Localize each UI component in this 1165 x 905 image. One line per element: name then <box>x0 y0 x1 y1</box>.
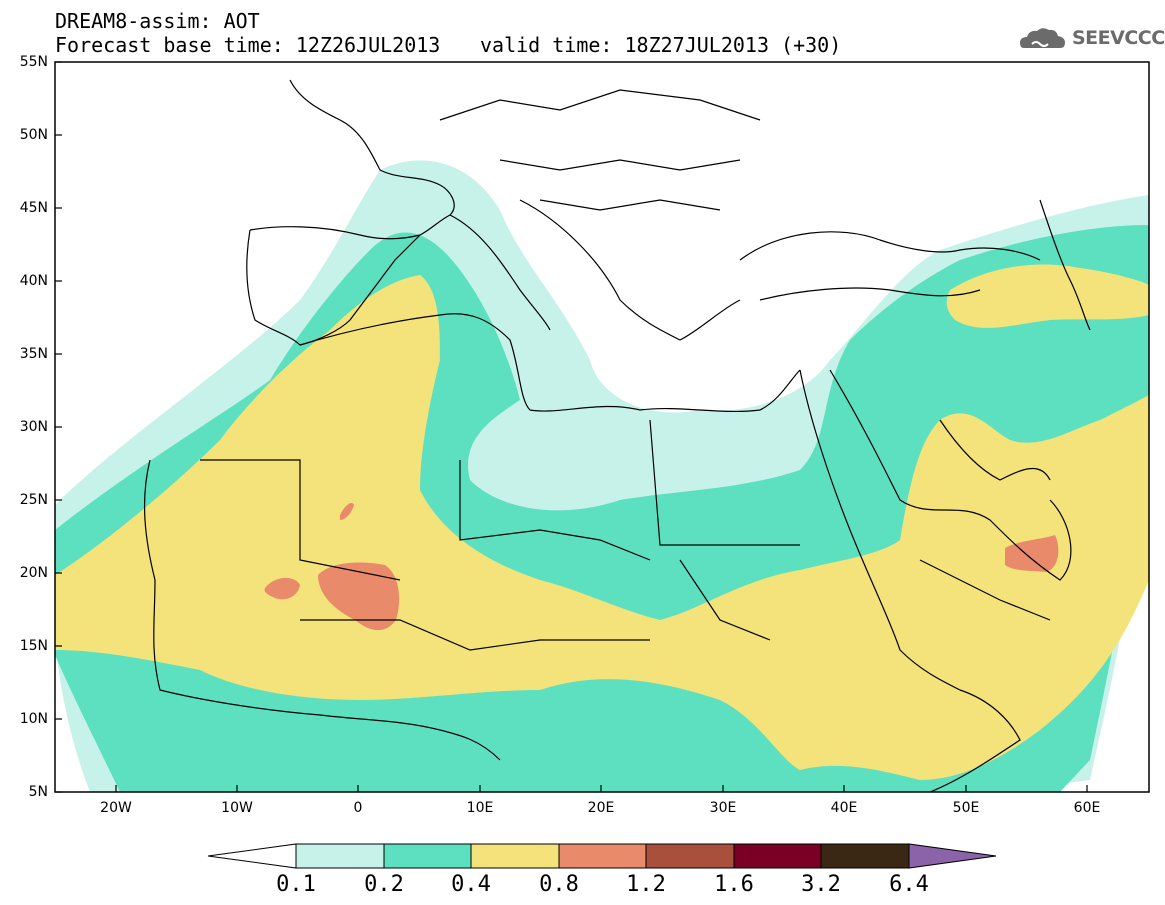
colorbar-swatch-0.4 <box>470 843 560 869</box>
seevccc-logo: SEEVCCC <box>1072 27 1165 49</box>
map-title: DREAM8-assim: AOT <box>55 9 260 33</box>
lon-label-20e: 20E <box>587 800 615 816</box>
lat-label-25n: 25N <box>19 492 48 508</box>
colorbar-swatch-3.2 <box>820 843 910 869</box>
colorbar-label-0.2: 0.2 <box>364 872 404 897</box>
colorbar-swatch-0.8 <box>558 843 647 869</box>
axis-ticks <box>55 61 1088 793</box>
lon-label-60e: 60E <box>1073 800 1101 816</box>
lon-label-10e: 10E <box>466 800 494 816</box>
cloud-icon <box>1020 28 1065 48</box>
colorbar-arrow-left <box>207 843 297 869</box>
aot-contour-0.8-mali <box>318 562 400 631</box>
colorbar-label-1.2: 1.2 <box>626 872 666 897</box>
lat-label-20n: 20N <box>19 565 48 581</box>
colorbar-label-3.2: 3.2 <box>801 872 841 897</box>
lat-label-45n: 45N <box>19 200 48 216</box>
colorbar-swatch-0.1 <box>295 843 385 869</box>
lat-label-35n: 35N <box>19 346 48 362</box>
aot-contour-0.8-algeria <box>340 503 354 520</box>
lon-label-20w: 20W <box>100 800 132 816</box>
lon-label-40e: 40E <box>830 800 858 816</box>
lat-label-30n: 30N <box>19 419 48 435</box>
colorbar-arrow-right <box>908 843 997 869</box>
lat-label-40n: 40N <box>19 273 48 289</box>
lon-label-50e: 50E <box>952 800 980 816</box>
forecast-base-time: Forecast base time: 12Z26JUL2013 <box>55 33 441 57</box>
lon-label-30e: 30E <box>709 800 737 816</box>
lon-label-10w: 10W <box>221 800 253 816</box>
colorbar-label-1.6: 1.6 <box>714 872 754 897</box>
colorbar-swatch-1.2 <box>645 843 735 869</box>
coastlines <box>143 79 1091 792</box>
lat-label-55n: 55N <box>19 54 48 70</box>
aot-contour-0.4-turkey <box>946 264 1149 328</box>
valid-time: valid time: 18Z27JUL2013 (+30) <box>480 33 842 57</box>
lat-label-50n: 50N <box>19 127 48 143</box>
lat-label-15n: 15N <box>19 638 48 654</box>
colorbar-swatch-0.2 <box>383 843 472 869</box>
colorbar-label-0.1: 0.1 <box>276 872 316 897</box>
aot-contour-0.4 <box>55 275 1149 780</box>
aot-contour-0.8-oman <box>1005 535 1059 572</box>
colorbar-swatch-1.6 <box>733 843 822 869</box>
lon-label-0: 0 <box>353 800 363 816</box>
colorbar-label-0.8: 0.8 <box>539 872 579 897</box>
aot-contour-0.8-mauritania <box>264 577 300 600</box>
colorbar-label-0.4: 0.4 <box>451 872 491 897</box>
lat-label-10n: 10N <box>19 711 48 727</box>
colorbar-label-6.4: 6.4 <box>889 872 929 897</box>
lat-label-5n: 5N <box>28 784 48 800</box>
